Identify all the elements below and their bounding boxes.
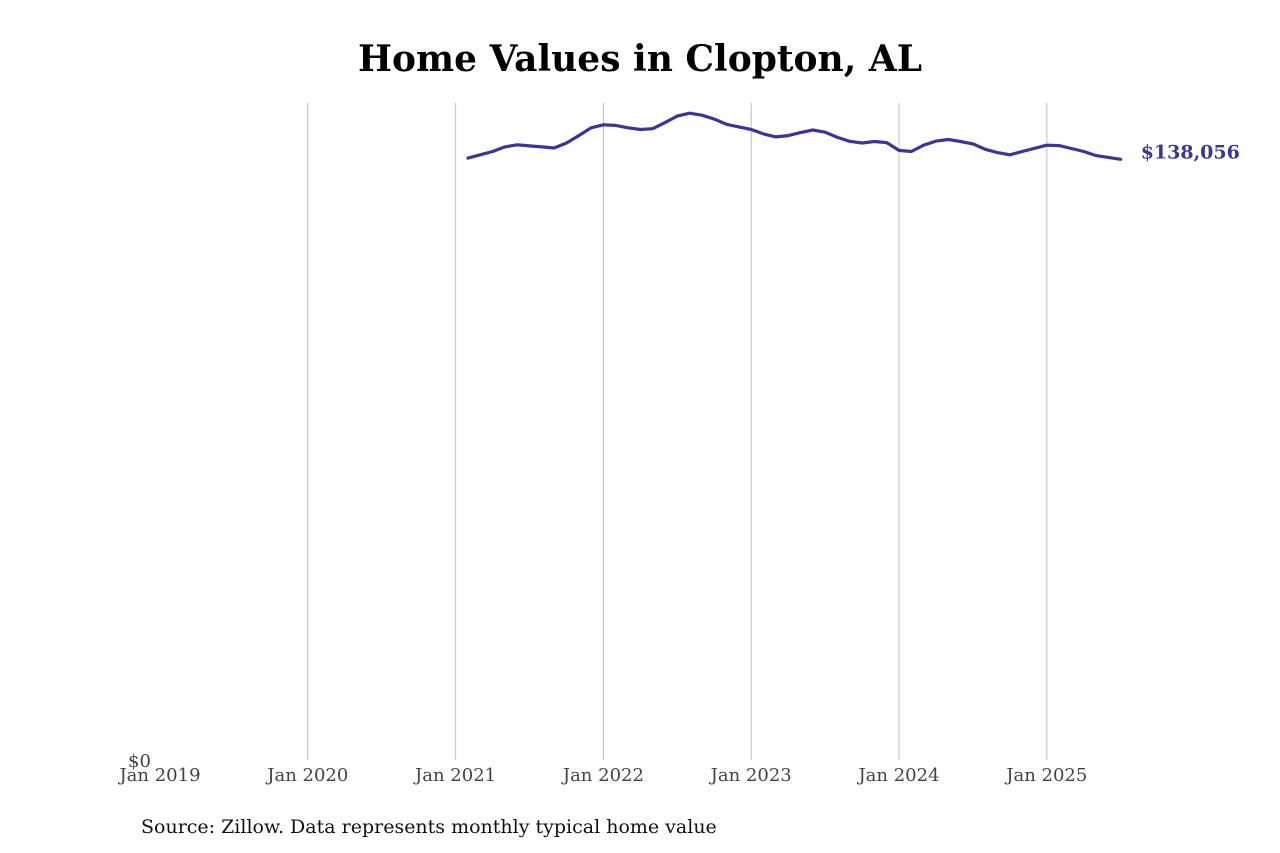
chart-title: Home Values in Clopton, AL bbox=[357, 38, 923, 80]
y-axis-ticks: $0 bbox=[128, 751, 151, 772]
x-tick-label: Jan 2022 bbox=[561, 765, 644, 786]
x-tick-label: Jan 2020 bbox=[265, 765, 348, 786]
x-tick-label: Jan 2025 bbox=[1004, 765, 1087, 786]
y-tick-label: $0 bbox=[128, 751, 151, 772]
end-value-label: $138,056 bbox=[1141, 141, 1240, 163]
x-tick-label: Jan 2023 bbox=[709, 765, 792, 786]
x-tick-label: Jan 2024 bbox=[856, 765, 939, 786]
source-note: Source: Zillow. Data represents monthly … bbox=[141, 816, 717, 838]
x-tick-label: Jan 2019 bbox=[117, 765, 200, 786]
x-axis-ticks: Jan 2019 Jan 2020 Jan 2021 Jan 2022 Jan 2023… bbox=[117, 765, 1087, 786]
x-tick-label: Jan 2021 bbox=[413, 765, 496, 786]
series-line bbox=[466, 111, 1123, 161]
gridlines bbox=[307, 103, 1048, 760]
